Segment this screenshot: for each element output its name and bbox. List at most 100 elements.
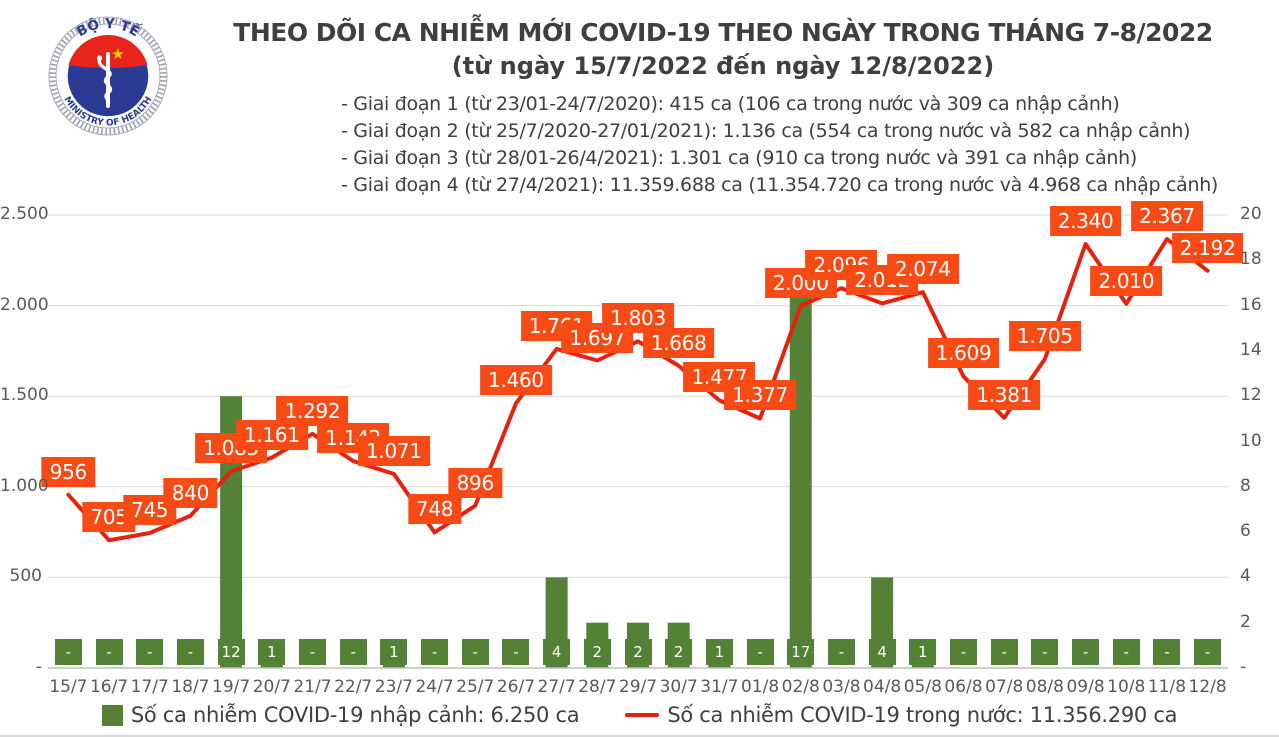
x-axis-label: 05/8 (903, 677, 942, 697)
x-axis-label: 22/7 (334, 677, 373, 697)
line-value-label: 1.071 (357, 435, 430, 466)
x-axis-label: 28/7 (578, 677, 617, 697)
legend-item-domestic: Số ca nhiễm COVID-19 trong nước: 11.356.… (625, 703, 1177, 727)
chart-title: THEO DÕI CA NHIỄM MỚI COVID-19 THEO NGÀY… (233, 18, 1213, 47)
x-axis-label: 31/7 (700, 677, 739, 697)
chart-legend: Số ca nhiễm COVID-19 nhập cảnh: 6.250 ca… (0, 703, 1279, 727)
line-value-label: 1.705 (1009, 321, 1081, 352)
logo-snake-icon (97, 57, 113, 106)
bar-value-label: - (1112, 639, 1140, 665)
line-value-label: 2.192 (1171, 232, 1244, 263)
logo-star-icon: ★ (111, 45, 124, 63)
x-axis-label: 25/7 (456, 677, 495, 697)
bar-value-label: 2 (665, 639, 693, 665)
x-axis-label: 18/7 (171, 677, 210, 697)
right-axis-tick: 8 (1240, 475, 1251, 496)
line-value-label: 2.010 (1090, 265, 1163, 296)
phase-note-3: - Giai đoạn 3 (từ 28/01-26/4/2021): 1.30… (341, 147, 1138, 169)
x-axis-label: 24/7 (415, 677, 454, 697)
x-axis-label: 21/7 (293, 677, 332, 697)
line-value-label: 2.340 (1049, 205, 1122, 236)
bar-value-label: 1 (380, 639, 408, 665)
x-axis-label: 17/7 (130, 677, 169, 697)
legend-line-swatch-icon (625, 713, 660, 717)
legend-bar-swatch-icon (101, 704, 123, 726)
right-axis-tick: 16 (1240, 294, 1262, 315)
line-value-label: 1.460 (480, 365, 552, 396)
x-axis-label: 19/7 (212, 677, 251, 697)
x-axis-label: 01/8 (740, 677, 780, 697)
bar-value-label: 4 (868, 639, 896, 665)
x-axis-label: 11/8 (1147, 677, 1187, 697)
x-axis-label: 02/8 (781, 677, 820, 697)
bar-value-label: 12 (217, 639, 245, 665)
line-value-label: 2.096 (805, 250, 878, 281)
line-value-label: 896 (448, 467, 502, 498)
x-axis-label: 07/8 (985, 677, 1024, 697)
ministry-of-health-logo-svg: BỘ Y TẾ ★ MINISTRY OF HEALTH (48, 15, 168, 136)
bar-value-label: - (176, 639, 204, 665)
ministry-of-health-logo: BỘ Y TẾ ★ MINISTRY OF HEALTH (46, 12, 170, 140)
right-axis-tick: 10 (1240, 430, 1262, 451)
bar-value-label: 1 (705, 639, 733, 665)
phase-notes: - Giai đoạn 1 (từ 23/01-24/7/2020): 415 … (341, 91, 1218, 199)
bar-imported-cases (220, 396, 243, 668)
x-axis-label: 12/8 (1188, 677, 1227, 697)
bar-imported-cases (789, 282, 812, 668)
bar-value-label: - (1031, 639, 1059, 665)
legend-item-imported: Số ca nhiễm COVID-19 nhập cảnh: 6.250 ca (101, 703, 580, 727)
bar-value-label: 2 (583, 639, 611, 665)
legend-domestic-label: Số ca nhiễm COVID-19 trong nước: 11.356.… (667, 703, 1178, 727)
phase-note-2: - Giai đoạn 2 (từ 25/7/2020-27/01/2021):… (341, 120, 1191, 142)
left-axis-tick: 1.000 (0, 475, 49, 496)
x-axis-label: 29/7 (618, 677, 658, 697)
right-axis-tick: 14 (1240, 339, 1262, 360)
bar-value-label: 2 (624, 639, 652, 665)
bar-value-label: - (502, 639, 530, 665)
left-axis-tick: 500 (9, 566, 42, 587)
line-value-label: 748 (407, 494, 462, 525)
phase-note-1: - Giai đoạn 1 (từ 23/01-24/7/2020): 415 … (341, 93, 1120, 115)
x-axis-label: 03/8 (822, 677, 861, 697)
bar-value-label: 17 (787, 639, 815, 665)
x-axis-label: 27/7 (537, 677, 576, 697)
x-axis-label: 26/7 (496, 677, 536, 697)
bar-value-label: - (298, 639, 326, 665)
left-axis-tick: 2.000 (0, 294, 49, 315)
logo-hatched-ring (49, 17, 167, 135)
bar-value-label: 1 (909, 639, 937, 665)
bar-value-label: - (95, 639, 123, 665)
bar-value-label: - (1072, 639, 1100, 665)
x-axis-label: 20/7 (252, 677, 291, 697)
line-value-label: 1.292 (276, 395, 349, 426)
right-axis-tick: 12 (1240, 385, 1262, 406)
bar-value-label: - (1194, 639, 1222, 665)
bar-value-label: 1 (258, 639, 286, 665)
x-axis-label: 04/8 (863, 677, 902, 697)
title-block: THEO DÕI CA NHIỄM MỚI COVID-19 THEO NGÀY… (175, 18, 1271, 80)
bar-value-label: - (950, 639, 978, 665)
bar-value-label: - (421, 639, 449, 665)
right-axis-tick: 4 (1240, 566, 1251, 587)
right-axis-tick: - (1240, 657, 1247, 677)
x-axis-label: 06/8 (944, 677, 983, 697)
bar-value-label: - (136, 639, 164, 665)
bar-value-label: - (461, 639, 489, 665)
x-axis-label: 15/7 (49, 677, 88, 697)
line-value-label: 2.074 (886, 254, 959, 285)
line-value-label: 1.381 (968, 379, 1041, 410)
legend-imported-label: Số ca nhiễm COVID-19 nhập cảnh: 6.250 ca (130, 703, 580, 727)
x-axis-label: 10/8 (1107, 677, 1146, 697)
bar-value-label: 4 (543, 639, 571, 665)
x-axis-label: 30/7 (659, 677, 698, 697)
x-axis-label: 08/8 (1025, 677, 1064, 697)
line-value-label: 1.377 (724, 380, 796, 411)
right-axis-tick: 18 (1240, 249, 1262, 270)
line-value-label: 956 (41, 456, 95, 487)
logo-red-band (68, 34, 148, 68)
bar-value-label: - (746, 639, 774, 665)
bar-value-label: - (1153, 639, 1181, 665)
